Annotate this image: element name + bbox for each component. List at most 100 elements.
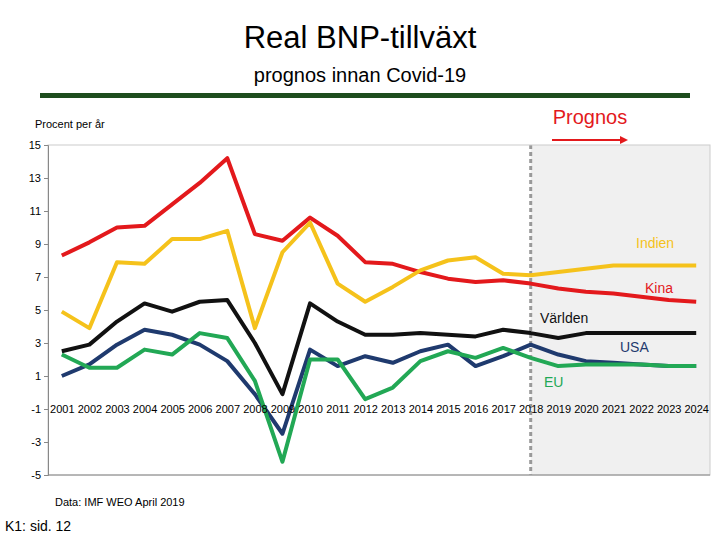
x-tick-label: 2018 [519,403,543,415]
y-tick-label: 11 [30,205,41,217]
y-tick: 3 [35,337,48,349]
y-tick: -5 [31,469,48,481]
x-range-line [48,475,710,476]
x-tick-label: 2007 [216,403,240,415]
series-line [62,223,696,329]
x-tick-label: 2019 [547,403,571,415]
footer: K1: sid. 12 [5,518,71,534]
y-tick-mark [44,145,48,146]
y-tick: 1 [35,370,48,382]
y-tick-label: -3 [31,436,41,448]
x-tick: 2006 [188,401,212,415]
x-tick: 2015 [436,401,460,415]
x-tick: 2014 [409,401,433,415]
x-tick: 2023 [657,401,681,415]
x-tick: 2020 [574,401,598,415]
x-tick: 2001 [50,401,74,415]
x-tick-label: 2017 [491,403,515,415]
x-tick-label: 2002 [78,403,102,415]
forecast-region [531,145,710,475]
x-tick: 2007 [216,401,240,415]
forecast-label: Prognos [553,106,628,128]
x-tick: 2024 [684,401,708,415]
y-tick-mark [44,277,48,278]
x-tick: 2018 [519,401,543,415]
x-tick: 2017 [491,401,515,415]
x-tick: 2008 [243,401,267,415]
series-label: EU [544,374,563,390]
x-tick-label: 2013 [381,403,405,415]
y-tick-label: 1 [35,370,41,382]
x-tick: 2022 [629,401,653,415]
series-line [62,158,696,302]
source: Data: IMF WEO April 2019 [55,496,185,508]
y-tick-label: -1 [31,403,41,415]
title-rule [40,93,690,98]
y-tick-label: 15 [29,139,41,151]
x-tick: 2021 [602,401,626,415]
y-tick: 5 [35,304,48,316]
series-line [62,333,696,462]
plot-frame [48,145,710,475]
series-line [62,300,696,394]
x-tick-label: 2003 [105,403,129,415]
y-tick-label: 3 [35,337,41,349]
y-axis-label: Procent per år [35,118,105,130]
series-label: USA [620,339,649,355]
x-tick-label: 2011 [326,403,350,415]
x-tick: 2005 [160,401,184,415]
series-line [62,330,696,434]
x-axis: 2001 20022003 20042005 2006 20072008 20092010… [49,401,711,415]
x-tick-label: 2012 [353,403,377,415]
y-tick-mark [44,376,48,377]
x-tick: 2009 [271,401,295,415]
x-tick-label: 2006 [188,403,212,415]
y-tick-label: 5 [35,304,41,316]
x-tick-label: 2015 [436,403,460,415]
x-tick-label: 2014 [409,403,433,415]
x-tick-label: 2024 [684,403,708,415]
x-tick-label: 2016 [464,403,488,415]
y-tick-mark [44,343,48,344]
y-tick: -1 [31,403,48,415]
y-axis: -5-3-113579111315 [29,139,49,481]
y-tick-label: 7 [35,271,41,283]
forecast-arrow-head [620,136,628,144]
y-axis-line [44,146,49,476]
y-tick-mark [44,178,48,179]
x-tick-label: 2023 [657,403,681,415]
x-tick: 2010 [298,401,322,415]
x-tick: 2012 [353,401,377,415]
y-tick: 9 [35,238,48,250]
x-tick-label: 2008 [243,403,267,415]
x-tick: 2011 [326,401,350,415]
x-tick: 2019 [547,401,571,415]
x-tick-label: 2020 [574,403,598,415]
x-tick-label: 2022 [629,403,653,415]
y-tick-label: 9 [35,238,41,250]
forecast-arrow [552,139,620,141]
y-tick-mark [44,409,48,410]
x-tick-label: 2010 [298,403,322,415]
x-tick-label: 2004 [133,403,157,415]
x-tick: 2002 [78,401,102,415]
subtitle: prognos innan Covid-19 [254,64,466,86]
x-tick-label: 2009 [271,403,295,415]
y-tick-mark [44,244,48,245]
y-tick: -3 [31,436,48,448]
series-lines [62,158,696,462]
x-tick: 2003 [105,401,129,415]
x-tick-label: 2021 [602,403,626,415]
x-tick: 2013 [381,401,405,415]
x-tick: 2016 [464,401,488,415]
title: Real BNP-tillväxt [244,20,477,55]
y-tick-mark [44,475,48,476]
forecast-divider [529,145,532,475]
y-tick: 11 [30,205,48,217]
series-label: Indien [636,235,674,251]
x-tick-label: 2005 [160,403,184,415]
y-tick-label: -5 [31,469,41,481]
y-tick: 7 [35,271,48,283]
y-tick-mark [44,211,48,212]
y-tick: 13 [29,172,48,184]
